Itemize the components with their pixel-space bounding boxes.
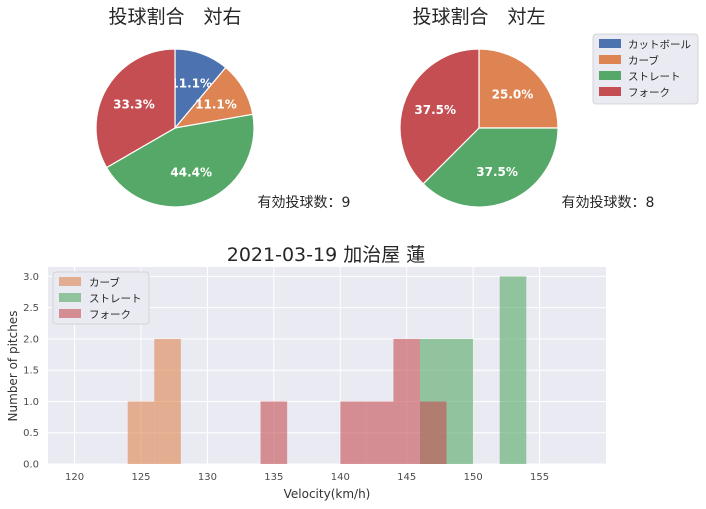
pie-pct-label-0-3: 33.3%: [113, 97, 155, 111]
hist-bar-2-2: [366, 401, 394, 464]
x-tick-label-6: 150: [464, 472, 483, 483]
pie-left-title: 投球割合 対左: [412, 6, 545, 28]
pie-legend-frame: [592, 33, 699, 105]
pie-pct-label-1-2: 37.5%: [476, 165, 518, 179]
pie-legend-label-0: カットボール: [628, 39, 691, 51]
hist-bar-2-0: [260, 401, 288, 464]
hist-bar-2-3: [393, 338, 420, 464]
pie-legend-label-2: ストレート: [628, 71, 681, 83]
x-tick-label-4: 140: [331, 472, 350, 483]
pie-legend-label-3: フォーク: [628, 87, 670, 99]
hist-legend-swatch-2: [59, 309, 81, 318]
histogram-title: 2021-03-19 加治屋 蓮: [227, 244, 426, 266]
hist-bar-1-1: [446, 338, 474, 464]
velocity-histogram: 2021-03-19 加治屋 蓮 120 125 130 135 140 145 150 15…: [6, 244, 606, 501]
pie-slice-0-2: [105, 113, 255, 208]
y-tick-label-5: 2.5: [23, 303, 39, 314]
pie-right-pitch-count: 有効投球数：9: [258, 195, 351, 211]
pie-pct-label-0-2: 44.4%: [170, 166, 212, 180]
x-tick-label-3: 135: [264, 472, 283, 483]
pie-legend-swatch-0: [599, 39, 621, 48]
pie-slice-0-3: [95, 48, 176, 169]
x-tick-label-7: 155: [530, 472, 549, 483]
hist-bar-2-4: [420, 401, 447, 464]
pie-right-title: 投球割合 対右: [108, 6, 241, 28]
x-tick-label-2: 130: [198, 472, 217, 483]
y-tick-label-3: 1.5: [23, 366, 39, 377]
x-tick-label-1: 125: [131, 472, 150, 483]
histogram-ylabel: Number of pitches: [6, 311, 20, 422]
x-tick-label-0: 120: [65, 472, 84, 483]
pie-left-pitch-count: 有効投球数：8: [562, 195, 655, 211]
histogram-xlabel: Velocity(km/h): [284, 487, 371, 501]
pie-slice-1-1: [478, 48, 559, 129]
hist-bar-2-1: [340, 401, 367, 464]
hist-legend-swatch-1: [59, 293, 81, 302]
pie-legend-swatch-1: [599, 55, 621, 64]
pie-legend-label-1: カーブ: [628, 54, 659, 67]
pie-legend-swatch-2: [599, 71, 621, 80]
hist-bar-0-1: [154, 338, 181, 464]
pie-legend-swatch-3: [599, 87, 621, 96]
hist-bar-0-0: [127, 401, 155, 464]
pie-slice-1-3: [399, 48, 480, 185]
pie-pct-label-1-1: 25.0%: [492, 88, 534, 102]
y-tick-label-4: 2.0: [23, 334, 39, 345]
pie-pct-label-0-1: 11.1%: [195, 97, 237, 111]
hist-legend-label-1: ストレート: [89, 293, 142, 305]
y-tick-label-0: 0.0: [23, 460, 39, 471]
pie-pct-label-0-0: 11.1%: [170, 77, 212, 91]
hist-legend-label-0: カーブ: [89, 276, 120, 289]
pie-slice-1-2: [422, 127, 559, 208]
hist-legend-swatch-0: [59, 277, 81, 286]
hist-legend-label-2: フォーク: [89, 309, 131, 321]
y-tick-label-6: 3.0: [23, 272, 39, 283]
y-tick-label-1: 0.5: [23, 428, 39, 439]
x-tick-label-5: 145: [397, 472, 416, 483]
pie-pct-label-1-3: 37.5%: [414, 103, 456, 117]
y-tick-label-2: 1.0: [23, 397, 39, 408]
pie-chart-right: 投球割合 対右 11.1% 11.1% 44.4% 33.3% 有効投球数：9: [95, 6, 351, 211]
hist-bar-1-2: [499, 276, 527, 464]
pie-chart-left: 投球割合 対左 0.0%25.0%37.5%37.5% 有効投球数：8: [399, 6, 655, 211]
